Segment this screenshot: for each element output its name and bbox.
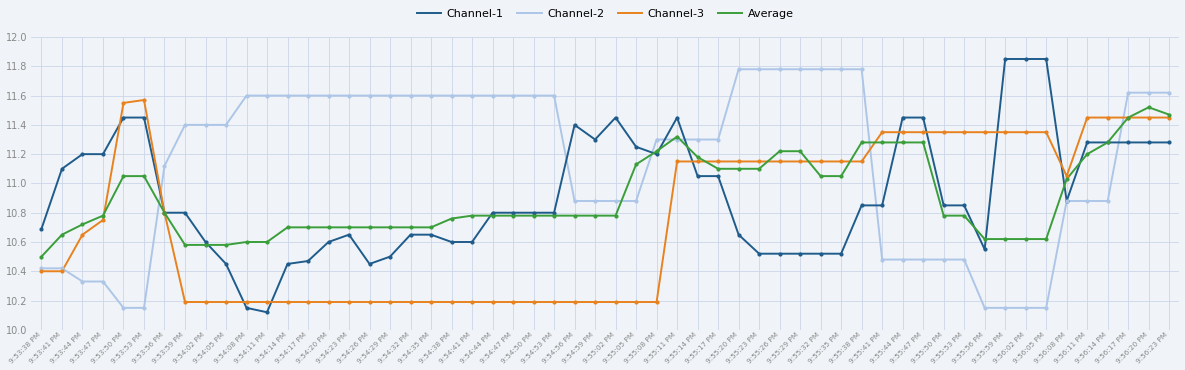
Channel-3 [1162, 115, 1177, 120]
Channel-3 [814, 159, 828, 164]
Average [773, 149, 787, 154]
Channel-2 [55, 266, 69, 270]
Line: Channel-1: Channel-1 [41, 59, 1170, 312]
Average [55, 232, 69, 237]
Channel-2 [116, 306, 130, 310]
Average [670, 134, 684, 139]
Legend: Channel-1, Channel-2, Channel-3, Average: Channel-1, Channel-2, Channel-3, Average [412, 4, 799, 24]
Average [896, 140, 910, 145]
Channel-1 [998, 57, 1012, 61]
Channel-3 [486, 300, 500, 304]
Channel-3 [936, 130, 950, 134]
Channel-2 [814, 67, 828, 71]
Channel-3 [178, 300, 192, 304]
Channel-2 [731, 67, 745, 71]
Line: Channel-2: Channel-2 [41, 69, 1170, 308]
Average [34, 255, 49, 259]
Channel-1 [34, 226, 49, 231]
Channel-1 [55, 166, 69, 171]
Average [444, 216, 459, 221]
Channel-1 [752, 252, 767, 256]
Channel-1 [465, 240, 479, 244]
Channel-2 [936, 257, 950, 262]
Channel-2 [773, 67, 787, 71]
Channel-1 [793, 252, 807, 256]
Channel-3 [711, 159, 725, 164]
Channel-2 [465, 93, 479, 98]
Line: Average: Average [41, 107, 1170, 257]
Average [731, 166, 745, 171]
Channel-1 [691, 174, 705, 178]
Average [1162, 112, 1177, 117]
Line: Channel-3: Channel-3 [41, 100, 1170, 302]
Channel-3 [34, 269, 49, 273]
Channel-3 [55, 269, 69, 273]
Channel-1 [260, 310, 274, 314]
Channel-3 [773, 159, 787, 164]
Channel-1 [916, 115, 930, 120]
Channel-2 [691, 137, 705, 142]
Channel-2 [1162, 90, 1177, 95]
Channel-2 [34, 266, 49, 270]
Channel-3 [137, 98, 152, 102]
Average [1141, 105, 1155, 110]
Channel-1 [1162, 140, 1177, 145]
